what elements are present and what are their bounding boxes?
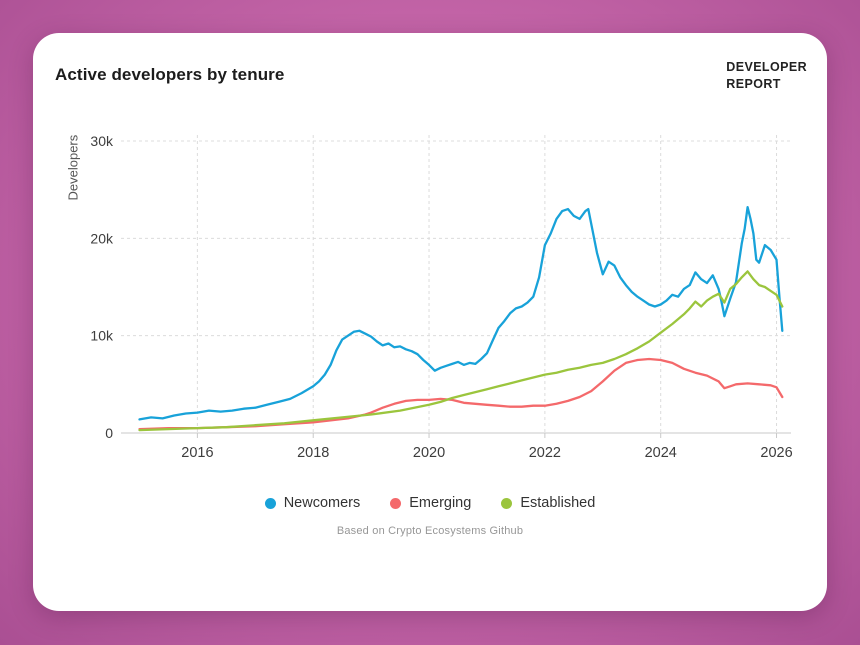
legend-dot-emerging [390, 497, 402, 509]
chart-area: 0 10k 20k 30k 2016 2018 2020 2022 2024 2026 [33, 123, 827, 473]
legend-label: Established [520, 495, 596, 511]
logo-line2: REPORT [726, 76, 781, 91]
y-tick-label: 10k [90, 328, 114, 344]
series-line-established [138, 270, 784, 432]
legend-label: Newcomers [283, 495, 361, 511]
chart-title: Active developers by tenure [55, 65, 285, 84]
series-line-newcomers [138, 206, 784, 421]
card-header: Active developers by tenure DEVELOPER REP… [55, 59, 807, 93]
y-tick-label: 30k [90, 133, 114, 149]
x-tick-label: 2022 [529, 445, 561, 461]
legend-dot-newcomers [264, 497, 276, 509]
line-chart: 0 10k 20k 30k 2016 2018 2020 2022 2024 2026 [90, 133, 792, 461]
y-axis-label: Developers [65, 134, 81, 201]
x-tick-label: 2026 [760, 445, 792, 461]
legend-label: Emerging [409, 495, 472, 511]
developer-report-logo: DEVELOPER REPORT [726, 59, 807, 93]
chart-caption: Based on Crypto Ecosystems Github [336, 525, 524, 537]
x-tick-label: 2024 [645, 445, 677, 461]
y-tick-label: 0 [105, 425, 113, 441]
legend-item-emerging[interactable]: Emerging [390, 495, 471, 511]
x-tick-label: 2018 [297, 445, 329, 461]
chart-card: Active developers by tenure DEVELOPER REP… [33, 33, 827, 611]
legend-dot-established [501, 497, 513, 509]
legend-item-established[interactable]: Established [501, 495, 595, 511]
series-line-emerging [138, 357, 784, 431]
x-tick-label: 2020 [413, 445, 445, 461]
x-tick-label: 2016 [181, 445, 213, 461]
y-tick-label: 20k [90, 230, 114, 246]
logo-line1: DEVELOPER [726, 60, 807, 74]
legend: Newcomers Emerging Established [33, 495, 827, 511]
legend-item-newcomers[interactable]: Newcomers [264, 495, 361, 511]
